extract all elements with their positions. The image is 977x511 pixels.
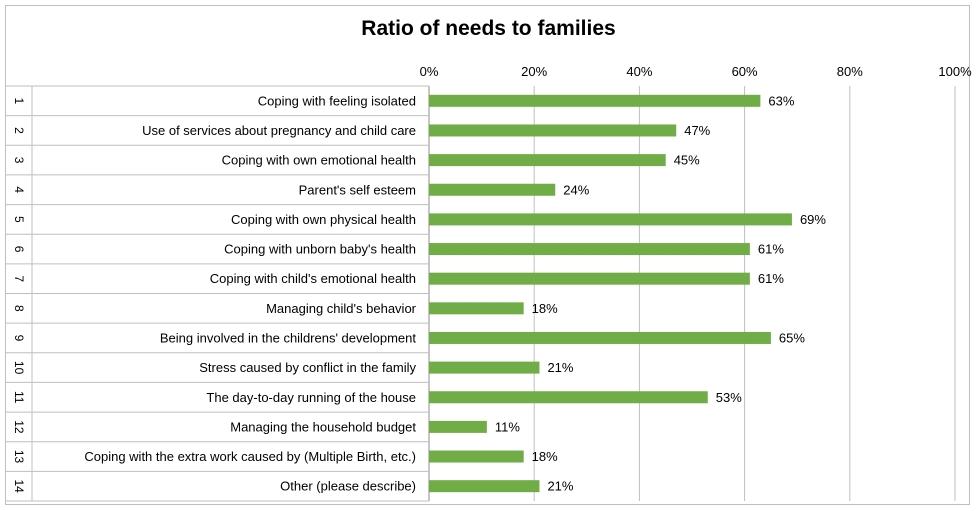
x-tick-label: 60% — [732, 64, 758, 79]
data-label: 61% — [758, 242, 784, 257]
category-label: Parent's self esteem — [299, 182, 416, 197]
data-label: 18% — [532, 301, 558, 316]
row-number: 13 — [12, 450, 26, 464]
data-label: 53% — [716, 390, 742, 405]
x-tick-label: 80% — [837, 64, 863, 79]
data-label: 21% — [547, 479, 573, 494]
category-label: Managing the household budget — [230, 419, 416, 434]
row-number: 10 — [12, 361, 26, 375]
data-label: 63% — [768, 93, 794, 108]
bar — [429, 302, 524, 315]
row-number: 1 — [12, 97, 26, 104]
category-label: Coping with feeling isolated — [258, 93, 416, 108]
category-label: Other (please describe) — [280, 479, 416, 494]
row-number: 5 — [12, 216, 26, 223]
category-label: Coping with child's emotional health — [210, 271, 416, 286]
bar — [429, 480, 540, 493]
row-number: 7 — [12, 275, 26, 282]
row-number: 4 — [12, 186, 26, 193]
category-label: Being involved in the childrens' develop… — [160, 330, 417, 345]
data-label: 21% — [547, 360, 573, 375]
x-tick-label: 40% — [626, 64, 652, 79]
bar — [429, 124, 677, 137]
bar — [429, 361, 540, 374]
x-tick-label: 0% — [420, 64, 439, 79]
data-label: 18% — [532, 449, 558, 464]
x-tick-label: 100% — [938, 64, 972, 79]
bar — [429, 183, 556, 196]
bar — [429, 243, 750, 256]
chart-title: Ratio of needs to families — [361, 17, 616, 40]
data-label: 11% — [495, 419, 520, 434]
row-number: 6 — [12, 246, 26, 253]
category-label: Coping with own emotional health — [222, 153, 416, 168]
bar — [429, 272, 750, 285]
row-number: 9 — [12, 335, 26, 342]
bar — [429, 420, 487, 433]
bar — [429, 450, 524, 463]
category-label: Managing child's behavior — [266, 301, 417, 316]
bar — [429, 331, 771, 344]
bar — [429, 391, 708, 404]
row-number: 8 — [12, 305, 26, 312]
bar — [429, 154, 666, 167]
bar — [429, 94, 761, 107]
data-label: 65% — [779, 330, 805, 345]
row-number: 11 — [12, 391, 26, 404]
data-label: 69% — [800, 212, 826, 227]
x-tick-label: 20% — [521, 64, 547, 79]
row-number: 2 — [12, 127, 26, 134]
category-label: The day-to-day running of the house — [206, 390, 416, 405]
category-label: Coping with the extra work caused by (Mu… — [84, 449, 416, 464]
data-label: 47% — [684, 123, 710, 138]
bar — [429, 213, 792, 226]
category-label: Coping with own physical health — [231, 212, 416, 227]
category-label: Coping with unborn baby's health — [224, 242, 416, 257]
category-label: Use of services about pregnancy and chil… — [142, 123, 416, 138]
data-label: 24% — [563, 182, 589, 197]
row-number: 14 — [12, 479, 26, 493]
row-number: 3 — [12, 157, 26, 164]
data-label: 45% — [674, 153, 700, 168]
category-label: Stress caused by conflict in the family — [199, 360, 416, 375]
data-label: 61% — [758, 271, 784, 286]
row-number: 12 — [12, 420, 26, 434]
